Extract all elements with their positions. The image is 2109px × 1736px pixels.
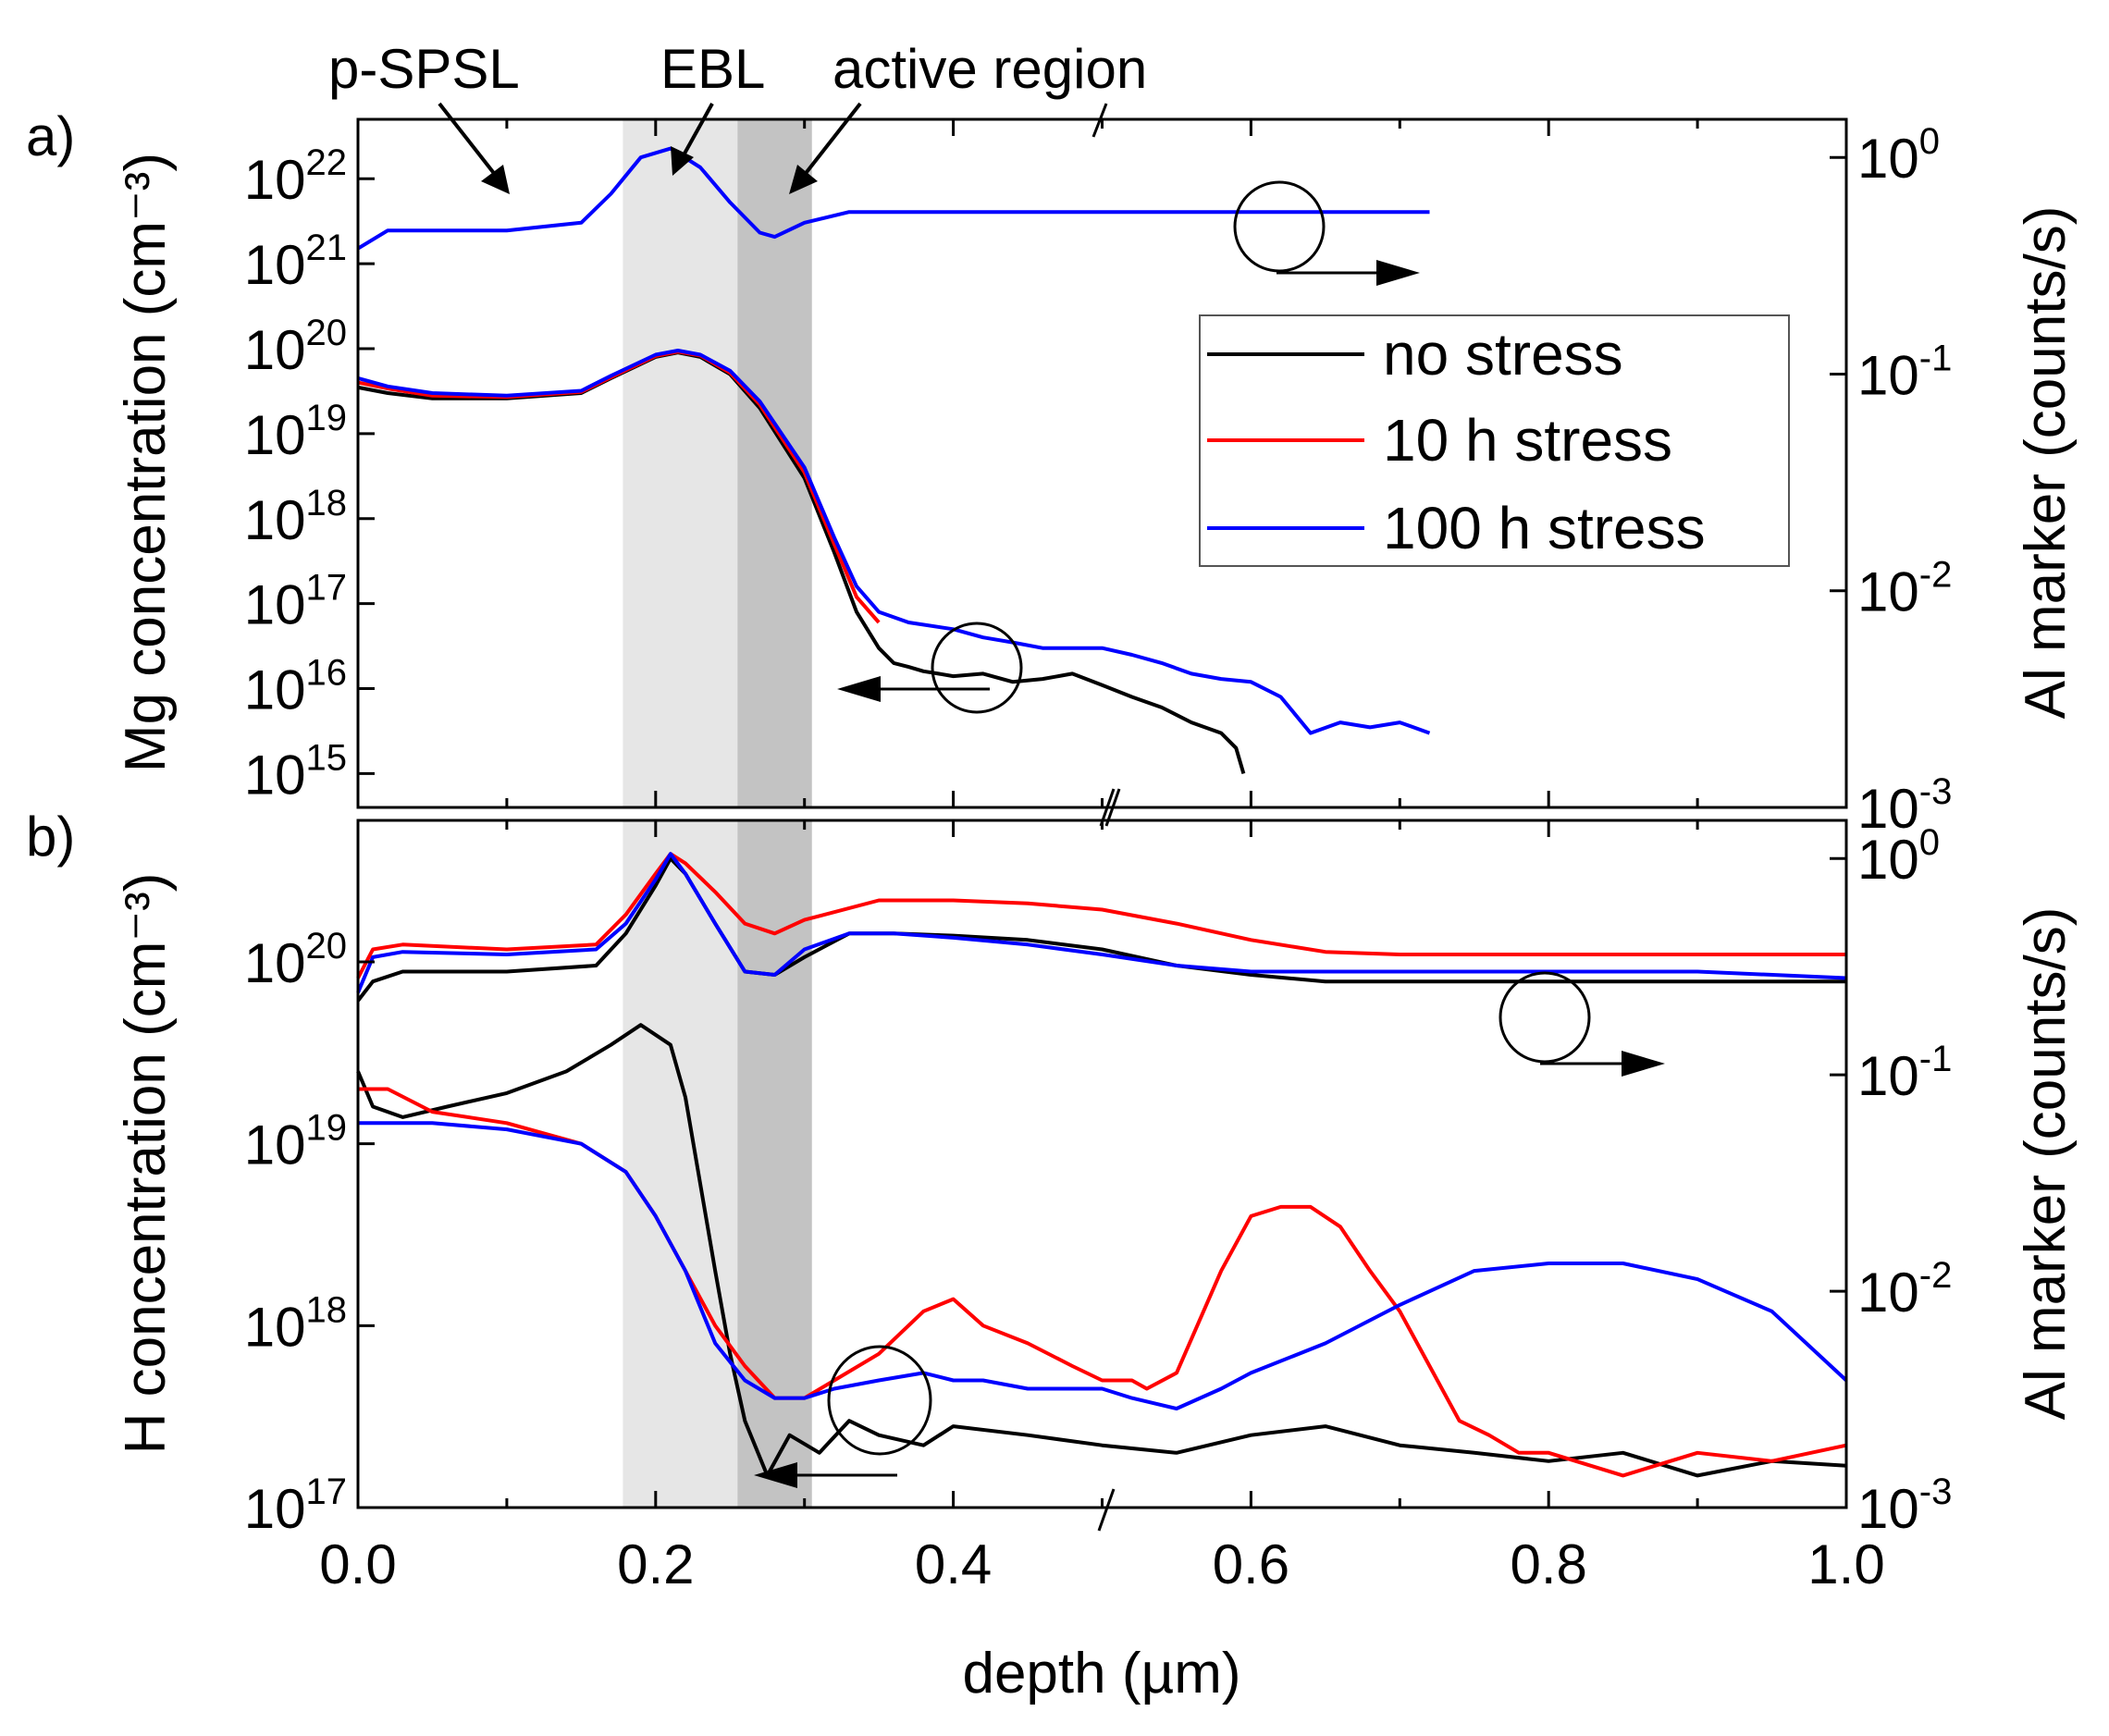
series-line-b-4 <box>356 852 1846 979</box>
panel-b-al-arrowhead <box>1622 1051 1665 1077</box>
p-spsl-arrow <box>438 102 501 182</box>
active-region-arrowhead <box>789 165 818 194</box>
panel-b-h-circle <box>827 1345 932 1456</box>
panel-b-label: b) <box>26 806 75 868</box>
x-tick-label-5: 1.0 <box>1807 1533 1884 1595</box>
panel-b: 1017 1018 1019 1020 10-3 10-2 10-1 100 b) <box>26 806 1952 1540</box>
x-tick-labels: 0.0 0.2 0.4 0.6 0.8 1.0 <box>319 1533 1884 1595</box>
panel-a-left-axis-title: Mg concentration (cm⁻³) <box>114 153 178 772</box>
ebl-arrow <box>678 103 714 163</box>
left-tick-label-a-1: 1016 <box>244 653 347 721</box>
panel-a: 1015 1016 1017 1018 1019 1020 1021 1022 10-3 10-2… <box>26 105 1952 840</box>
right-tick-label-a-1: 10-2 <box>1857 555 1952 623</box>
panel-a-al-circle <box>1233 180 1326 273</box>
series-line-b-1 <box>358 1087 1847 1478</box>
legend: no stress 10 h stress 100 h stress <box>1199 314 1790 567</box>
active-region-arrow <box>798 102 862 182</box>
x-axis-title: depth (µm) <box>962 1642 1240 1705</box>
panel-b-frame <box>356 819 1848 1509</box>
left-tick-label-b-3: 1020 <box>244 926 347 994</box>
panel-a-mg-circle <box>931 622 1023 714</box>
panel-b-right-axis-title: Al marker (counts/s) <box>2014 907 2078 1421</box>
panel-b-left-axis-title: H concentration (cm⁻³) <box>114 873 178 1455</box>
right-tick-label-b-0: 10-3 <box>1857 1471 1952 1540</box>
x-tick-label-3: 0.6 <box>1213 1533 1289 1595</box>
x-tick-label-4: 0.8 <box>1510 1533 1586 1595</box>
ebl-arrowhead <box>671 146 694 176</box>
right-tick-label-b-1: 10-2 <box>1857 1255 1952 1324</box>
panel-a-right-axis-title: Al marker (counts/s) <box>2014 206 2078 720</box>
legend-label-10h-stress: 10 h stress <box>1383 407 1672 474</box>
legend-label-no-stress: no stress <box>1383 321 1623 388</box>
x-tick-label-0: 0.0 <box>319 1533 396 1595</box>
left-tick-label-b-1: 1018 <box>244 1289 347 1358</box>
left-tick-label-b-2: 1019 <box>244 1108 347 1176</box>
left-tick-label-a-3: 1018 <box>244 483 347 551</box>
ebl-label: EBL <box>660 38 765 100</box>
ebl-shade-a <box>623 119 738 807</box>
x-tick-label-2: 0.4 <box>915 1533 992 1595</box>
panel-b-h-arrowhead <box>754 1462 797 1488</box>
active-region-label: active region <box>832 38 1147 100</box>
right-tick-label-a-3: 100 <box>1857 121 1940 190</box>
axis-indicators <box>754 180 1665 1488</box>
series-line-b-3 <box>356 856 1846 1003</box>
panel-a-mg-arrowhead <box>837 676 881 702</box>
left-tick-label-a-4: 1019 <box>244 398 347 466</box>
left-tick-label-a-7: 1022 <box>244 142 347 211</box>
panel-b-axes: 1017 1018 1019 1020 10-3 10-2 10-1 100 <box>244 820 1952 1540</box>
left-tick-label-a-0: 1015 <box>244 737 347 806</box>
right-tick-label-b-2: 10-1 <box>1857 1039 1952 1107</box>
right-tick-label-b-3: 100 <box>1857 822 1940 891</box>
left-tick-label-a-5: 1020 <box>244 313 347 381</box>
panel-a-label: a) <box>26 105 75 167</box>
right-tick-label-a-2: 10-1 <box>1857 338 1952 406</box>
left-tick-label-b-0: 1017 <box>244 1471 347 1540</box>
panel-b-al-circle <box>1498 971 1591 1064</box>
series-line-b-5 <box>356 852 1847 993</box>
left-tick-label-a-2: 1017 <box>244 568 347 636</box>
legend-label-100h-stress: 100 h stress <box>1383 495 1706 561</box>
left-tick-label-a-6: 1021 <box>244 228 347 296</box>
mg-label-main: Mg concentration (cm⁻³) <box>114 153 178 772</box>
series-line-b-2 <box>358 1121 1848 1410</box>
panel-b-series <box>356 852 1848 1478</box>
right-tick-label-a-0: 10-3 <box>1857 771 1952 840</box>
p-spsl-label: p-SPSL <box>328 38 520 100</box>
panel-a-al-arrowhead <box>1376 260 1420 286</box>
series-line-a-3 <box>356 146 1430 251</box>
active-region-tick <box>1092 103 1108 138</box>
series-line-b-0 <box>356 1023 1847 1478</box>
axis-break-marks <box>1097 788 1121 1532</box>
ebl-shade-b <box>623 820 738 1508</box>
p-spsl-arrowhead <box>481 165 510 194</box>
x-tick-label-1: 0.2 <box>617 1533 694 1595</box>
panel-a-axes: 1015 1016 1017 1018 1019 1020 1021 1022 10-3 10-2… <box>244 119 1952 840</box>
region-annotations: p-SPSL EBL active region <box>328 38 1147 194</box>
